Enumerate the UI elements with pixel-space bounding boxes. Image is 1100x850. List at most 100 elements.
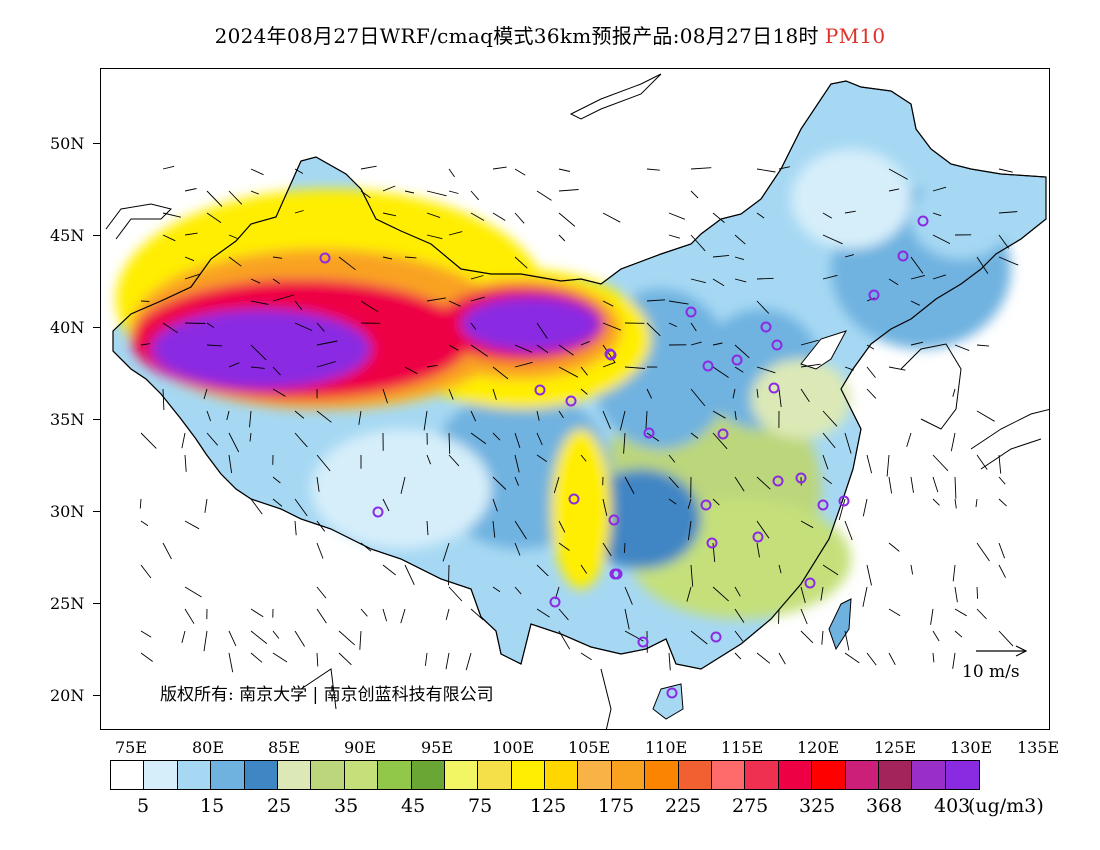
wind-arrow (272, 476, 281, 484)
wind-arrow (756, 300, 770, 314)
wind-arrow (184, 520, 200, 530)
wind-arrow (602, 498, 608, 516)
wind-arrow (249, 410, 252, 428)
wind-arrow (624, 586, 633, 605)
wind-arrow (204, 498, 208, 513)
legend-swatch (211, 761, 245, 789)
legend-label: 45 (401, 795, 426, 817)
wind-arrow (756, 476, 771, 490)
wind-arrow (184, 256, 195, 262)
wind-arrow (668, 300, 689, 305)
wind-arrow (184, 608, 195, 624)
wind-arrow (800, 363, 821, 368)
legend-swatch (878, 761, 913, 789)
wind-arrow (140, 652, 153, 662)
wind-arrow (445, 608, 450, 621)
wind-arrow (514, 256, 528, 269)
wind-arrow (140, 432, 157, 449)
lon-label-90e: 90E (344, 738, 377, 757)
wind-arrow (932, 234, 951, 245)
wind-arrow (623, 432, 626, 454)
wind-arrow (862, 498, 868, 517)
wind-arrow (822, 212, 833, 219)
lat-tick (93, 327, 100, 328)
wind-arrow (844, 254, 855, 258)
wind-arrow (998, 168, 1013, 173)
wind-arrow (712, 366, 729, 378)
lon-label-120e: 120E (797, 738, 840, 757)
legend-label: 125 (530, 795, 567, 817)
wind-arrow (426, 364, 438, 368)
wind-arrow (184, 322, 206, 324)
wind-arrow (756, 388, 759, 398)
wind-arrow (906, 432, 912, 447)
wind-arrow (756, 652, 771, 664)
wind-arrow (514, 361, 533, 368)
wind-arrow (470, 608, 484, 621)
wind-arrow (756, 168, 776, 173)
wind-arrow (382, 212, 397, 217)
wind-arrow (250, 608, 264, 618)
lat-label-50n: 50N (50, 134, 85, 153)
wind-arrow (888, 366, 906, 371)
wind-arrow (778, 652, 786, 665)
wind-arrow (470, 410, 477, 422)
wind-arrow (294, 432, 308, 448)
wind-arrow (294, 630, 305, 647)
wind-arrow (448, 432, 451, 454)
station-marker (768, 382, 780, 394)
wind-arrow (888, 476, 893, 494)
wind-arrow (360, 542, 372, 552)
wind-arrow (756, 277, 774, 280)
pm10-concentration-map (105, 73, 1049, 729)
wind-arrow (360, 608, 368, 617)
wind-arrow (690, 167, 712, 170)
wind-arrow (470, 275, 484, 280)
wind-arrow (272, 366, 281, 376)
station-marker (771, 339, 783, 351)
wind-arrow (778, 166, 790, 170)
wind-arrow (821, 630, 824, 645)
wind-arrow (800, 630, 814, 644)
wind-arrow (181, 630, 186, 644)
legend-swatch (912, 761, 946, 789)
wind-arrow (514, 586, 522, 595)
station-marker (706, 537, 718, 549)
wind-arrow (844, 366, 854, 371)
wind-arrow (272, 388, 286, 397)
station-marker (685, 306, 697, 318)
lon-label-80e: 80E (192, 738, 225, 757)
wind-arrow (492, 166, 507, 170)
lat-label-40n: 40N (50, 318, 85, 337)
wind-arrow (954, 498, 957, 509)
wind-arrow (756, 520, 770, 539)
wind-arrow (910, 564, 914, 575)
wind-arrow (250, 300, 269, 305)
wind-arrow (558, 168, 571, 172)
wind-arrow (712, 212, 725, 223)
wind-arrow (624, 366, 646, 369)
wind-arrow (668, 498, 677, 505)
station-marker (717, 428, 729, 440)
wind-arrow (360, 165, 377, 170)
indochina-coast (300, 668, 612, 729)
map-frame (100, 68, 1050, 730)
wind-arrow (140, 564, 152, 579)
station-marker (917, 215, 929, 227)
wind-arrow (442, 542, 450, 562)
wind-arrow (536, 190, 552, 201)
wind-arrow (954, 344, 970, 352)
wind-arrow (954, 630, 963, 638)
wind-arrow (712, 542, 716, 562)
wind-arrow (448, 231, 463, 236)
wind-arrow (492, 388, 497, 400)
wind-arrow (400, 476, 406, 494)
wind-arrow (844, 210, 856, 214)
wind-arrow (316, 410, 332, 423)
wind-arrow (910, 256, 924, 274)
wind-arrow (756, 542, 760, 558)
wind-arrow (536, 608, 550, 618)
wind-arrow (206, 432, 219, 446)
wind-arrow (558, 234, 566, 242)
concentration-fields (116, 149, 1011, 619)
